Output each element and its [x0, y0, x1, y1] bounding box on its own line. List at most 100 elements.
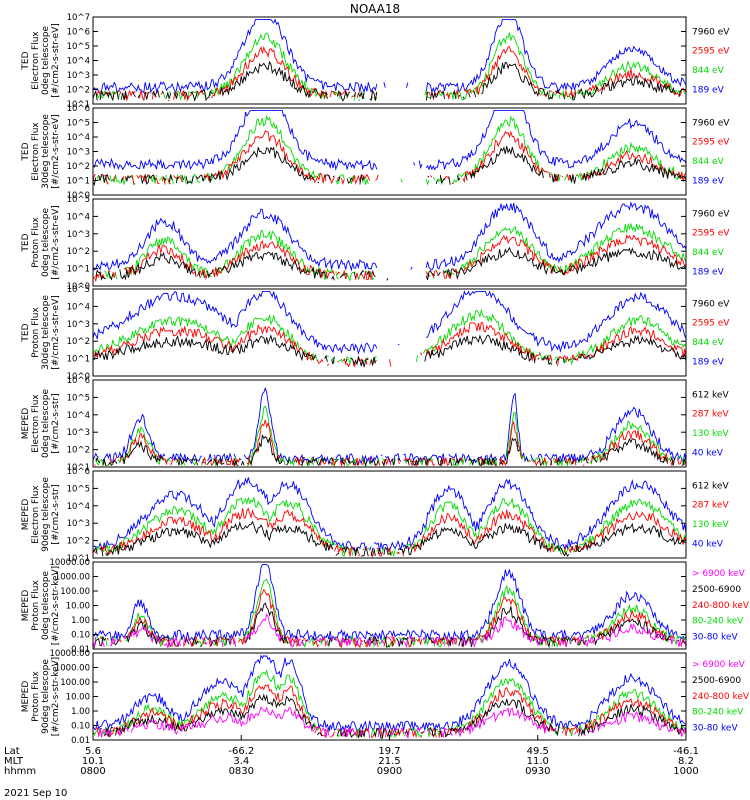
series-trace-1: [95, 246, 686, 281]
series-trace-4: [93, 290, 686, 355]
footer-value: 0900: [377, 766, 402, 777]
legend-entry: 287 keV: [692, 501, 729, 511]
y-tick-label: 10^2: [67, 247, 90, 257]
footer-value: 8.2: [678, 756, 694, 767]
y-tick-label: 10^5: [67, 119, 90, 129]
legend-entry: 2595 eV: [692, 229, 730, 239]
series-trace-4: [93, 386, 686, 465]
series-trace-2: [94, 507, 686, 558]
y-axis-label: TEDProton Flux30deg telescope[#/cm2-s-st…: [21, 295, 61, 370]
series-trace-1: [93, 520, 686, 557]
y-axis-label: MEPEDElectron Flux90deg telescope[#/cm2-…: [21, 477, 61, 552]
legend-entry: 7960 eV: [692, 27, 730, 37]
series-trace-1: [95, 434, 686, 467]
y-tick-label: 10^1: [67, 265, 90, 275]
footer-value: 0830: [229, 766, 254, 777]
series-trace-3: [93, 497, 686, 557]
legend-entry: 30-80 keV: [692, 724, 738, 734]
legend-entry: > 6900 keV: [692, 569, 746, 579]
legend-entry: 189 eV: [692, 357, 725, 367]
y-tick-label: 10^0: [67, 372, 90, 382]
y-tick-label: 10^2: [67, 337, 90, 347]
y-tick-label: 10^1: [67, 100, 90, 110]
y-tick-label: 10^1: [67, 355, 90, 365]
legend-entry: 130 keV: [692, 520, 729, 530]
legend-entry: 7960 eV: [692, 118, 730, 128]
y-tick-label: 10^6: [67, 467, 90, 477]
y-tick-label: 10.00: [66, 602, 90, 612]
footer-row-label: MLT: [4, 756, 24, 767]
y-tick-label: 10^3: [67, 428, 90, 438]
series-trace-3: [98, 222, 686, 282]
plot-frame: [92, 198, 687, 287]
y-tick-label: 10^5: [67, 285, 90, 295]
legend-entry: 240-800 keV: [692, 601, 750, 611]
footer-value: 3.4: [233, 756, 249, 767]
legend-entry: 2500-6900: [692, 585, 741, 595]
panel-5: 10^1 10^2 10^3 10^4 10^5 10^6 MEPEDElectron Fl…: [21, 376, 729, 473]
panel-7: 0.01 0.10 1.00 10.00 100.00 1000.00 10000.00ME…: [21, 558, 750, 655]
legend-entry: 40 keV: [692, 448, 724, 458]
y-tick-label: 10^4: [67, 502, 90, 512]
footer-value: 5.6: [85, 746, 101, 757]
y-tick-label: 10^3: [67, 148, 90, 158]
legend-entry: 189 eV: [692, 267, 725, 277]
footer-value: 11.0: [527, 756, 549, 767]
series-trace-3: [93, 308, 686, 366]
y-tick-label: 10^6: [67, 104, 90, 114]
y-tick-label: 10^1: [67, 463, 90, 473]
legend-entry: 80-240 keV: [692, 708, 744, 718]
y-tick-label: 10^6: [67, 376, 90, 386]
y-axis-label: TEDElectron Flux0deg telescope[#/cm2-s-s…: [21, 23, 61, 98]
date-label: 2021 Sep 10: [4, 788, 67, 799]
legend-entry: 40 keV: [692, 539, 724, 549]
y-tick-label: 10^4: [67, 133, 90, 143]
legend-entry: 7960 eV: [692, 209, 730, 219]
footer-value: 0930: [525, 766, 550, 777]
footer-value: 49.5: [527, 746, 549, 757]
y-tick-label: 10^4: [67, 302, 90, 312]
panel-6: 10^1 10^2 10^3 10^4 10^5 10^6 MEPEDElectron Fl…: [21, 467, 729, 564]
y-tick-label: 10^3: [67, 519, 90, 529]
y-axis-label: TEDElectron Flux30deg telescope[#/cm2-s-…: [21, 114, 61, 189]
legend-entry: 189 eV: [692, 176, 725, 186]
y-tick-label: 10^1: [67, 177, 90, 187]
legend-entry: 240-800 keV: [692, 692, 750, 702]
y-tick-label: 10^5: [67, 42, 90, 52]
legend-entry: 80-240 keV: [692, 617, 744, 627]
y-tick-label: 10^3: [67, 71, 90, 81]
legend-entry: 844 eV: [692, 66, 725, 76]
panel-3: 10^0 10^1 10^2 10^3 10^4 10^5 TEDProton Flux0d…: [21, 195, 730, 292]
legend-entry: 130 keV: [692, 429, 729, 439]
y-tick-label: 0.01: [71, 645, 90, 655]
y-axis-label: TEDProton Flux0deg telescope[#/cm2-s-str…: [21, 205, 61, 280]
y-tick-label: 1.00: [71, 616, 90, 626]
series-trace-4: [93, 110, 686, 171]
y-tick-label: 10^2: [67, 162, 90, 172]
legend-entry: 189 eV: [692, 85, 725, 95]
legend-entry: 844 eV: [692, 157, 725, 167]
series-trace-1: [93, 146, 686, 186]
legend-entry: > 6900 keV: [692, 660, 746, 670]
footer-value: 1000: [673, 766, 698, 777]
series-trace-5: [93, 654, 686, 733]
y-tick-label: 1000.00: [55, 664, 90, 674]
panel-8: 0.01 0.10 1.00 10.00 100.00 1000.00 10000.00ME…: [21, 649, 750, 746]
legend-entry: 2595 eV: [692, 47, 730, 57]
footer-value: 19.7: [378, 746, 400, 757]
series-trace-1: [93, 334, 686, 368]
legend-entry: 7960 eV: [692, 299, 730, 309]
footer-row-label: Lat: [4, 746, 20, 757]
y-tick-label: 10^5: [67, 195, 90, 205]
y-tick-label: 10^4: [67, 411, 90, 421]
plot-frame: [92, 652, 687, 741]
y-tick-label: 10^2: [67, 446, 90, 456]
series-trace-4: [93, 18, 686, 95]
legend-entry: 844 eV: [692, 338, 725, 348]
y-tick-label: 10^5: [67, 393, 90, 403]
series-trace-2: [93, 693, 686, 739]
footer-value: 0800: [80, 766, 105, 777]
y-axis-label: MEPEDElectron Flux0deg telescope[#/cm2-s…: [21, 389, 61, 459]
plot-frame: [92, 16, 687, 105]
